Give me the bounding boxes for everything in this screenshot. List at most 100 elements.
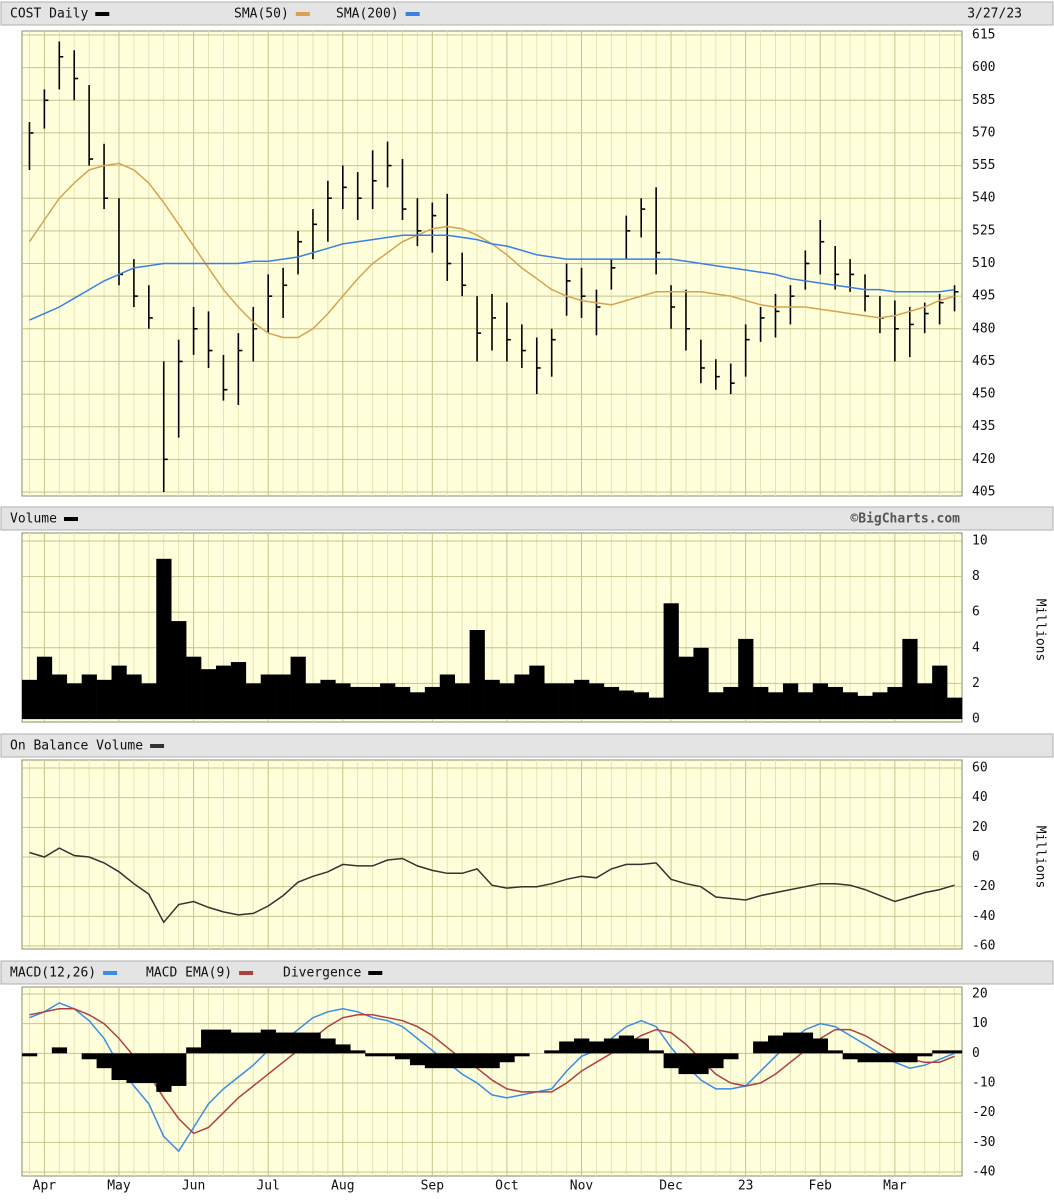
bar: [588, 683, 605, 719]
bar: [454, 1053, 470, 1069]
legend-swatch: [103, 971, 118, 975]
bar: [917, 1053, 933, 1057]
panel-header: [0, 1, 1054, 26]
bar: [753, 686, 769, 719]
bar: [782, 1032, 799, 1054]
line: [29, 1008, 955, 1135]
y-tick-label: 480: [972, 321, 995, 336]
bar: [424, 1053, 441, 1069]
legend-swatch: [368, 971, 383, 975]
bar: [768, 1035, 784, 1054]
bar: [395, 1053, 411, 1060]
y-tick-label: 615: [972, 28, 995, 43]
bar: [812, 683, 829, 719]
bar: [499, 683, 515, 719]
y-tick-label: -20: [972, 879, 995, 894]
bar: [529, 665, 545, 719]
bar: [708, 1053, 724, 1069]
y-tick-label: 510: [972, 256, 995, 271]
legend-label: MACD EMA(9): [146, 966, 232, 981]
bar: [96, 1053, 112, 1069]
bar: [409, 692, 426, 719]
bar: [365, 1053, 381, 1057]
bar: [454, 683, 470, 719]
line: [29, 847, 955, 924]
y-tick-label: -30: [972, 1135, 995, 1150]
y-tick-label: 8: [972, 569, 980, 584]
bar: [842, 1053, 858, 1060]
bar: [245, 1032, 262, 1054]
bar: [872, 1053, 888, 1063]
bar: [887, 1053, 903, 1063]
y-tick-label: 4: [972, 640, 980, 655]
bar: [827, 686, 843, 719]
bar: [380, 683, 396, 719]
y-tick-label: 570: [972, 125, 995, 140]
legend-label: Volume: [10, 512, 57, 527]
bar: [603, 1038, 620, 1054]
bar: [902, 638, 918, 719]
y-axis-label: Millions: [1033, 599, 1048, 662]
bar: [559, 1041, 575, 1054]
bar: [603, 686, 620, 719]
bar: [544, 683, 560, 719]
y-tick-label: 540: [972, 191, 995, 206]
bar: [335, 1044, 351, 1054]
x-tick-label: Jul: [256, 1179, 279, 1194]
y-tick-label: -10: [972, 1076, 995, 1091]
y-tick-label: 20: [972, 987, 988, 1002]
legend-swatch: [95, 12, 110, 16]
bar: [51, 1047, 68, 1054]
panel-header: [0, 733, 1054, 758]
bar: [484, 679, 500, 719]
bar: [738, 638, 754, 719]
x-tick-label: Dec: [659, 1179, 682, 1194]
bar: [320, 1038, 336, 1054]
y-tick-label: -40: [972, 1165, 995, 1180]
bar: [186, 656, 202, 719]
bar: [902, 1053, 918, 1063]
bar: [275, 674, 291, 719]
legend-label: On Balance Volume: [10, 739, 143, 754]
bar: [678, 1053, 694, 1075]
bar: [559, 683, 575, 719]
bar: [812, 1038, 829, 1054]
bar: [156, 1053, 172, 1092]
bar: [693, 1053, 709, 1075]
y-tick-label: 405: [972, 485, 995, 500]
bar: [439, 1053, 455, 1069]
y-tick-label: -40: [972, 909, 995, 924]
bar: [499, 1053, 515, 1063]
bar: [663, 1053, 679, 1069]
x-tick-label: 23: [738, 1179, 754, 1194]
bar: [275, 1032, 291, 1054]
bar: [260, 1029, 276, 1054]
bar: [469, 630, 485, 719]
y-tick-label: 495: [972, 289, 995, 304]
bar: [753, 1041, 769, 1054]
bar: [932, 1050, 948, 1054]
bar: [305, 683, 321, 719]
x-tick-label: Oct: [495, 1179, 518, 1194]
y-tick-label: 465: [972, 354, 995, 369]
bar: [36, 656, 53, 719]
credit: ©BigCharts.com: [850, 512, 960, 527]
x-tick-label: Mar: [883, 1179, 907, 1194]
x-tick-label: May: [107, 1179, 131, 1194]
legend-swatch: [150, 744, 165, 748]
bar: [350, 1050, 366, 1054]
y-tick-label: 0: [972, 1046, 980, 1061]
bar: [245, 683, 262, 719]
bar: [215, 665, 232, 719]
x-tick-label: Feb: [809, 1179, 833, 1194]
bar: [842, 692, 858, 719]
bar: [782, 683, 799, 719]
bar: [514, 674, 530, 719]
x-tick-label: Nov: [570, 1179, 594, 1194]
y-tick-label: 40: [972, 790, 988, 805]
bar: [201, 1029, 217, 1054]
legend-swatch: [405, 12, 420, 16]
bar: [932, 665, 948, 719]
legend-label: Divergence: [283, 966, 361, 981]
